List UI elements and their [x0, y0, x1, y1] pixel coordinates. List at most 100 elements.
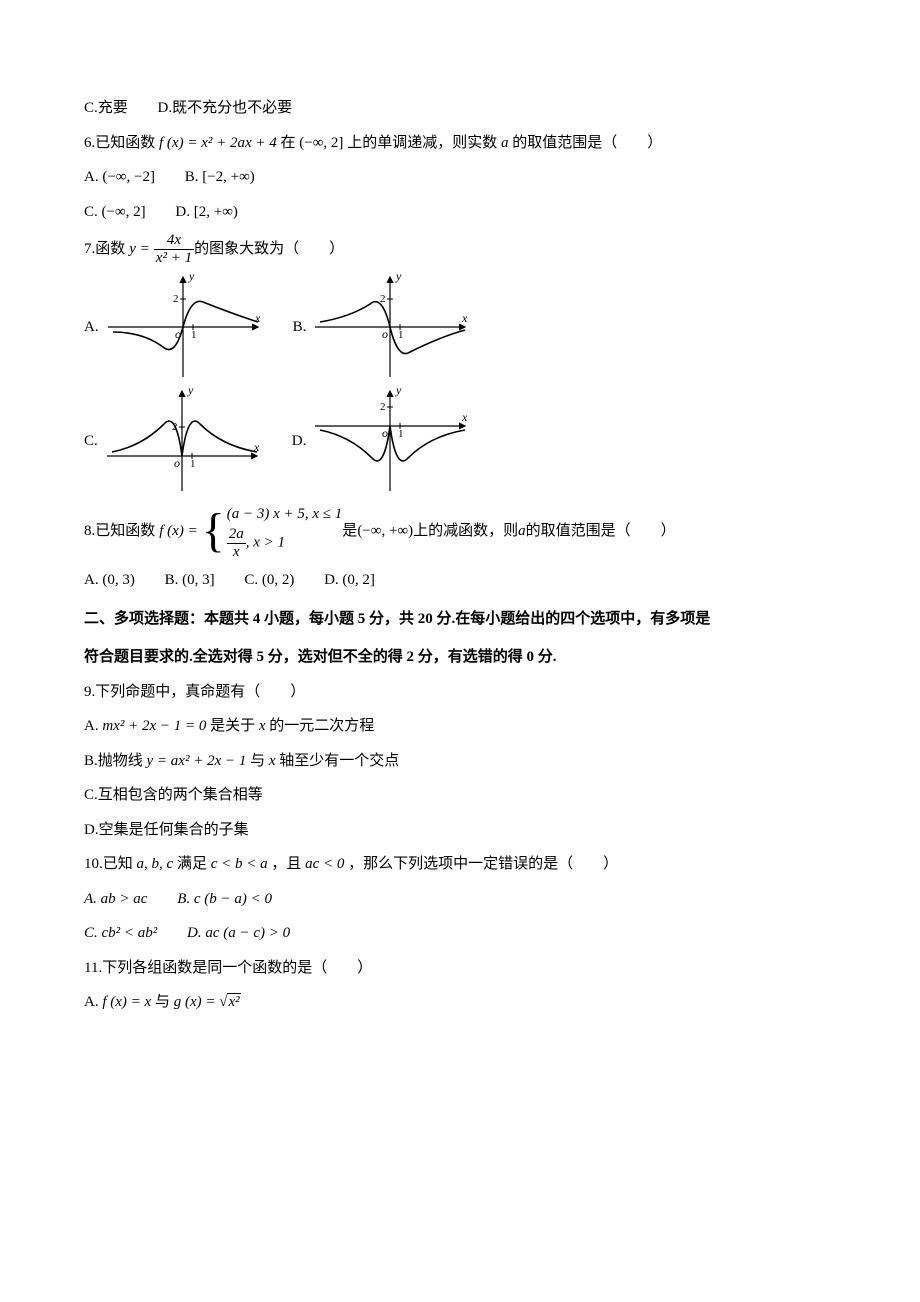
q10-d: D. ac (a − c) > 0: [187, 919, 290, 948]
svg-text:x: x: [461, 410, 468, 424]
svg-text:x: x: [254, 311, 261, 325]
svg-text:y: y: [395, 386, 402, 397]
q5-options-tail: C.充要 D.既不充分也不必要: [84, 94, 836, 123]
q9-b-formula: y = ax² + 2x − 1: [147, 753, 247, 769]
q7-graph-b: y x o 1 2: [310, 272, 470, 382]
q6-pre: 6.已知函数: [84, 135, 159, 151]
svg-text:x: x: [461, 311, 468, 325]
q6-stem: 6.已知函数 f (x) = x² + 2ax + 4 在 (−∞, 2] 上的…: [84, 129, 836, 158]
q9-b-mid: 与: [250, 753, 269, 769]
radical-icon: √x²: [219, 994, 240, 1010]
q8-int: (−∞, +∞): [357, 517, 413, 546]
svg-text:o: o: [382, 327, 388, 341]
svg-text:o: o: [382, 426, 388, 440]
q11-a-mid: 与: [155, 994, 174, 1010]
brace-icon: {: [202, 507, 225, 555]
q8-end: 的取值范围是（ ）: [526, 517, 676, 546]
q9-a-formula: mx² + 2x − 1 = 0: [102, 718, 206, 734]
q10-opts-2: C. cb² < ab² D. ac (a − c) > 0: [84, 919, 836, 948]
q10-stem: 10.已知 a, b, c 满足 c < b < a ，且 ac < 0 ，那么…: [84, 850, 836, 879]
q6-var: a: [501, 135, 509, 151]
q9-b: B.抛物线 y = ax² + 2x − 1 与 x 轴至少有一个交点: [84, 747, 836, 776]
q6-end: 的取值范围是（ ）: [512, 135, 662, 151]
section2-line2: 符合题目要求的.全选对得 5 分，选对但不全的得 2 分，有选错的得 0 分.: [84, 643, 836, 672]
q9-b-pre: B.抛物线: [84, 753, 147, 769]
q7-pre: 7.函数: [84, 235, 125, 264]
q11-a: A. f (x) = x 与 g (x) = √x²: [84, 988, 836, 1017]
q10-m1: 满足: [177, 856, 211, 872]
q8-b: B. (0, 3]: [165, 566, 215, 595]
q7-graph-row-2: C. y x o 1 2 D. y x o 1 2: [84, 386, 836, 496]
q6-d: D. [2, +∞): [175, 198, 237, 227]
q11-stem: 11.下列各组函数是同一个函数的是（ ）: [84, 954, 836, 983]
q8-c2-post: , x > 1: [246, 534, 285, 550]
q10-end: ，那么下列选项中一定错误的是（ ）: [348, 856, 618, 872]
q10-ineq2: ac < 0: [305, 856, 344, 872]
q11-a-f: f (x) = x: [102, 994, 151, 1010]
section2-line1: 二、多项选择题：本题共 4 小题，每小题 5 分，共 20 分.在每小题给出的四…: [84, 605, 836, 634]
q8-opts: A. (0, 3) B. (0, 3] C. (0, 2) D. (0, 2]: [84, 566, 836, 595]
q7-frac: 4x x² + 1: [154, 232, 194, 266]
q6-b: B. [−2, +∞): [185, 163, 255, 192]
q8-cases: { (a − 3) x + 5, x ≤ 1 2a x , x > 1: [202, 502, 343, 560]
q7-label-c: C.: [84, 427, 98, 456]
q8-c2-num: 2a: [227, 526, 246, 544]
q11-a-pre: A.: [84, 994, 102, 1010]
q8-post: 上的减函数，则: [413, 517, 518, 546]
q7-post: 的图象大致为（ ）: [194, 235, 344, 264]
q9-a-end: 的一元二次方程: [269, 718, 374, 734]
q9-b-end: 轴至少有一个交点: [279, 753, 399, 769]
q9-a-var: x: [259, 718, 266, 734]
q9-c: C.互相包含的两个集合相等: [84, 781, 836, 810]
svg-text:1: 1: [190, 458, 196, 470]
q9-d: D.空集是任何集合的子集: [84, 816, 836, 845]
q6-interval: (−∞, 2]: [299, 135, 343, 151]
q6-post: 上的单调递减，则实数: [347, 135, 501, 151]
q9-stem: 9.下列命题中，真命题有（ ）: [84, 678, 836, 707]
q7-graph-c: y x o 1 2: [102, 386, 262, 496]
q8-pre: 8.已知函数: [84, 517, 155, 546]
svg-text:2: 2: [380, 293, 386, 305]
q7-graph-row-1: A. y x o 1 2 B. y x o 1 2: [84, 272, 836, 382]
q8-stem: 8.已知函数 f (x) = { (a − 3) x + 5, x ≤ 1 2a…: [84, 502, 836, 560]
q7-num: 4x: [154, 232, 194, 250]
q10-b: B. c (b − a) < 0: [177, 885, 272, 914]
q10-ineq1: c < b < a: [211, 856, 268, 872]
q10-a: A. ab > ac: [84, 885, 147, 914]
q8-a: A. (0, 3): [84, 566, 135, 595]
q8-d: D. (0, 2]: [324, 566, 375, 595]
q10-c: C. cb² < ab²: [84, 919, 157, 948]
q10-opts-1: A. ab > ac B. c (b − a) < 0: [84, 885, 836, 914]
q8-mid: 是: [342, 517, 357, 546]
q7-label-b: B.: [293, 313, 307, 342]
q10-pre: 10.已知: [84, 856, 137, 872]
svg-text:o: o: [174, 456, 180, 470]
q9-a: A. mx² + 2x − 1 = 0 是关于 x 的一元二次方程: [84, 712, 836, 741]
q11-a-gpre: g (x) =: [174, 994, 220, 1010]
svg-text:y: y: [395, 272, 402, 283]
q7-label-d: D.: [292, 427, 307, 456]
q7-graph-a: y x o 1 2: [103, 272, 263, 382]
q8-feq: f (x) =: [159, 517, 197, 546]
q7-y-eq: y =: [129, 235, 150, 264]
q8-c: C. (0, 2): [244, 566, 294, 595]
q9-a-pre: A.: [84, 718, 102, 734]
q7-label-a: A.: [84, 313, 99, 342]
svg-text:1: 1: [398, 428, 404, 440]
q6-opts-1: A. (−∞, −2] B. [−2, +∞): [84, 163, 836, 192]
q11-rad-arg: x²: [227, 993, 240, 1010]
q8-var: a: [518, 517, 526, 546]
q7-stem: 7.函数 y = 4x x² + 1 的图象大致为（ ）: [84, 232, 836, 266]
q9-a-post: 是关于: [210, 718, 259, 734]
q8-case1: (a − 3) x + 5, x ≤ 1: [227, 506, 343, 522]
q5-opt-c: C.充要: [84, 94, 128, 123]
q5-opt-d: D.既不充分也不必要: [158, 94, 293, 123]
q6-opts-2: C. (−∞, 2] D. [2, +∞): [84, 198, 836, 227]
svg-text:1: 1: [191, 329, 197, 341]
q7-graph-d: y x o 1 2: [310, 386, 470, 496]
q10-m2: ，且: [271, 856, 305, 872]
svg-text:y: y: [187, 386, 194, 397]
q6-c: C. (−∞, 2]: [84, 198, 146, 227]
svg-text:1: 1: [398, 329, 404, 341]
q7-den: x² + 1: [154, 250, 194, 267]
